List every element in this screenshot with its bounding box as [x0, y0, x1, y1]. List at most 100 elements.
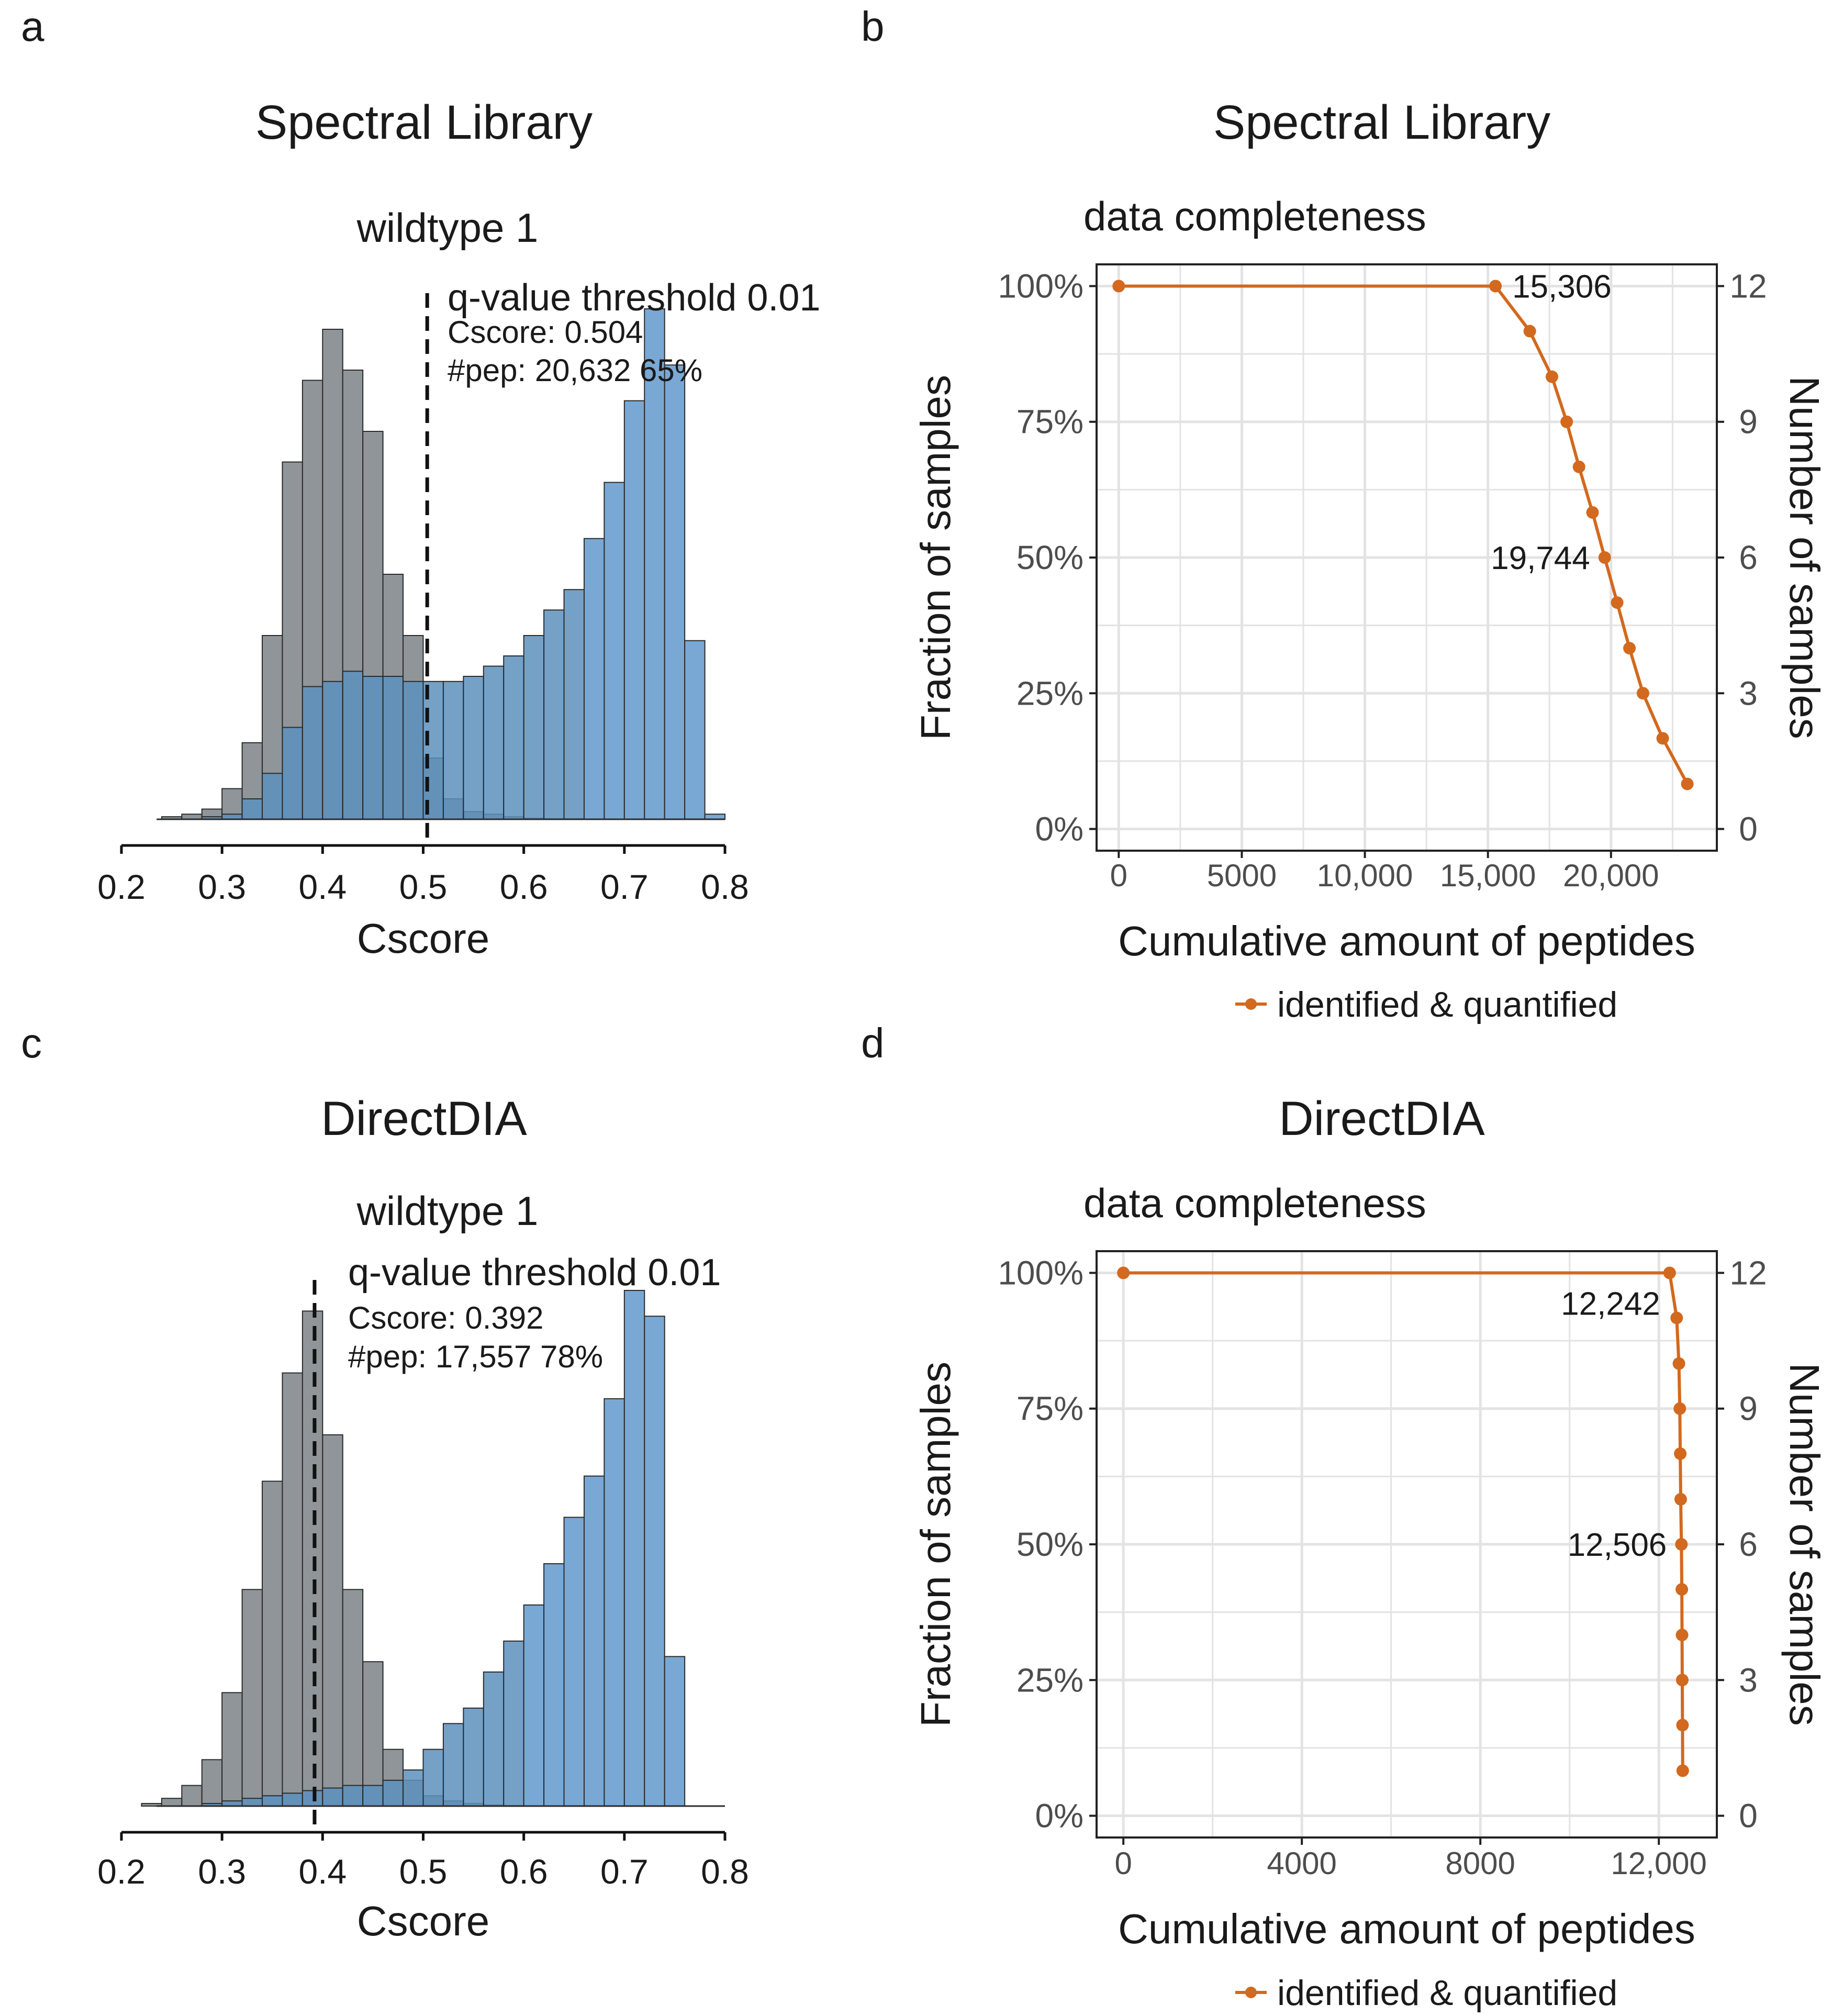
histogram-bars: [161, 308, 725, 820]
legend-label: identified & quantified: [1277, 985, 1617, 1024]
target-bar: [644, 1316, 665, 1807]
completeness-point: [1670, 1311, 1683, 1324]
target-bar: [282, 727, 303, 820]
target-bar: [604, 482, 625, 820]
target-bar: [322, 681, 343, 820]
panel-subtitle: data completeness: [1083, 1180, 1426, 1226]
completeness-line: [1123, 1271, 1684, 1771]
panel-subtitle: wildtype 1: [356, 205, 539, 251]
y-tick-label: 50%: [1016, 539, 1083, 576]
target-bar: [523, 1604, 545, 1807]
panel-letter: d: [861, 1020, 885, 1066]
decoy-bar: [322, 1434, 343, 1807]
target-bar: [362, 676, 384, 820]
decoy-bar: [262, 1480, 283, 1807]
y2-tick-label: 0: [1739, 810, 1758, 848]
cscore-label: Cscore: 0.392: [348, 1300, 544, 1335]
x-tick-label: 5000: [1207, 858, 1277, 893]
completeness-point: [1545, 370, 1558, 383]
completeness-point: [1675, 1629, 1689, 1642]
x-tick-label: 0.4: [298, 867, 347, 906]
panel-subtitle: data completeness: [1083, 193, 1426, 239]
x-tick-label: 12,000: [1611, 1846, 1707, 1881]
target-bar: [543, 609, 565, 820]
x-tick-label: 0.5: [399, 867, 448, 906]
decoy-bar: [221, 1692, 243, 1807]
panel-title: DirectDIA: [1279, 1092, 1485, 1145]
completeness-point: [1663, 1266, 1676, 1279]
target-bar: [422, 681, 444, 820]
target-bar: [664, 364, 686, 820]
x-tick-label: 0.6: [500, 867, 548, 906]
pep-count-label: #pep: 20,632 65%: [448, 353, 702, 388]
target-bar: [563, 589, 585, 820]
decoy-bar: [362, 1661, 384, 1807]
target-bar: [604, 1398, 625, 1807]
grid: [1097, 1251, 1717, 1837]
decoy-bar: [301, 1310, 323, 1807]
x-tick-label: 20,000: [1563, 858, 1659, 893]
y2-tick-label: 6: [1739, 1525, 1758, 1563]
x-tick-label: 0.7: [600, 1852, 649, 1891]
decoy-bar: [161, 1798, 183, 1807]
panel-letter: c: [21, 1020, 42, 1066]
x-tick-label: 0.8: [701, 867, 749, 906]
panel-d: d DirectDIA data completeness 0% 0 25% 3 50% 6 75…: [861, 1020, 1828, 2013]
completeness-point: [1623, 642, 1636, 655]
y-axis-label: Fraction of samples: [912, 375, 959, 740]
x-axis-label: Cscore: [357, 1898, 489, 1944]
completeness-point: [1674, 1447, 1687, 1460]
y2-axis-label: Number of samples: [1781, 1363, 1828, 1726]
completeness-point: [1560, 415, 1573, 428]
x-tick-label: 0: [1114, 1846, 1132, 1881]
cscore-label: Cscore: 0.504: [448, 315, 643, 350]
target-bar: [442, 1723, 464, 1807]
y-tick-label: 0%: [1035, 1797, 1084, 1835]
y2-tick-label: 12: [1729, 267, 1767, 305]
x-tick-label: 0.3: [198, 867, 246, 906]
threshold-label: q-value threshold 0.01: [348, 1252, 721, 1294]
target-bar: [362, 1785, 384, 1807]
completeness-point: [1117, 1266, 1130, 1279]
x-tick-label: 10,000: [1317, 858, 1413, 893]
target-bar: [483, 1671, 505, 1807]
grid: [1097, 264, 1717, 851]
completeness-point: [1672, 1357, 1685, 1370]
y-tick-label: 100%: [998, 1254, 1083, 1291]
target-bar: [301, 1790, 323, 1807]
legend-point-icon: [1245, 1987, 1257, 1998]
completeness-point: [1676, 1764, 1689, 1777]
target-bar: [322, 1787, 343, 1807]
x-axis-label: Cumulative amount of peptides: [1118, 1906, 1695, 1952]
point-annotation: 15,306: [1512, 269, 1612, 305]
completeness-point: [1523, 325, 1536, 338]
target-bar: [684, 640, 706, 820]
x-tick-label: 0.8: [701, 1852, 749, 1891]
legend-label: identified & quantified: [1277, 1973, 1617, 2013]
y-tick-label: 0%: [1035, 810, 1084, 848]
target-bar: [583, 1475, 605, 1807]
panel-letter: a: [21, 3, 44, 50]
target-bar: [442, 681, 464, 820]
target-bar: [282, 1792, 303, 1807]
target-bar: [664, 1656, 686, 1807]
decoy-bar: [342, 1589, 364, 1807]
target-bar: [583, 538, 605, 820]
y2-axis-label: Number of samples: [1781, 376, 1828, 739]
target-bar: [503, 1640, 524, 1807]
target-bar: [262, 1795, 283, 1807]
panel-title: Spectral Library: [1213, 96, 1550, 149]
panel-letter: b: [861, 3, 885, 50]
y-tick-label: 25%: [1016, 674, 1083, 712]
y-tick-label: 75%: [1016, 1390, 1083, 1428]
y2-tick-label: 6: [1739, 539, 1758, 576]
decoy-bar: [201, 1759, 223, 1807]
x-tick-label: 4000: [1267, 1846, 1336, 1881]
completeness-point: [1676, 1719, 1689, 1732]
x-tick-label: 0.6: [500, 1852, 548, 1891]
y2-tick-label: 3: [1739, 674, 1758, 712]
point-annotation: 12,506: [1568, 1527, 1667, 1563]
target-bar: [241, 1798, 263, 1807]
x-axis-label: Cscore: [357, 915, 489, 962]
